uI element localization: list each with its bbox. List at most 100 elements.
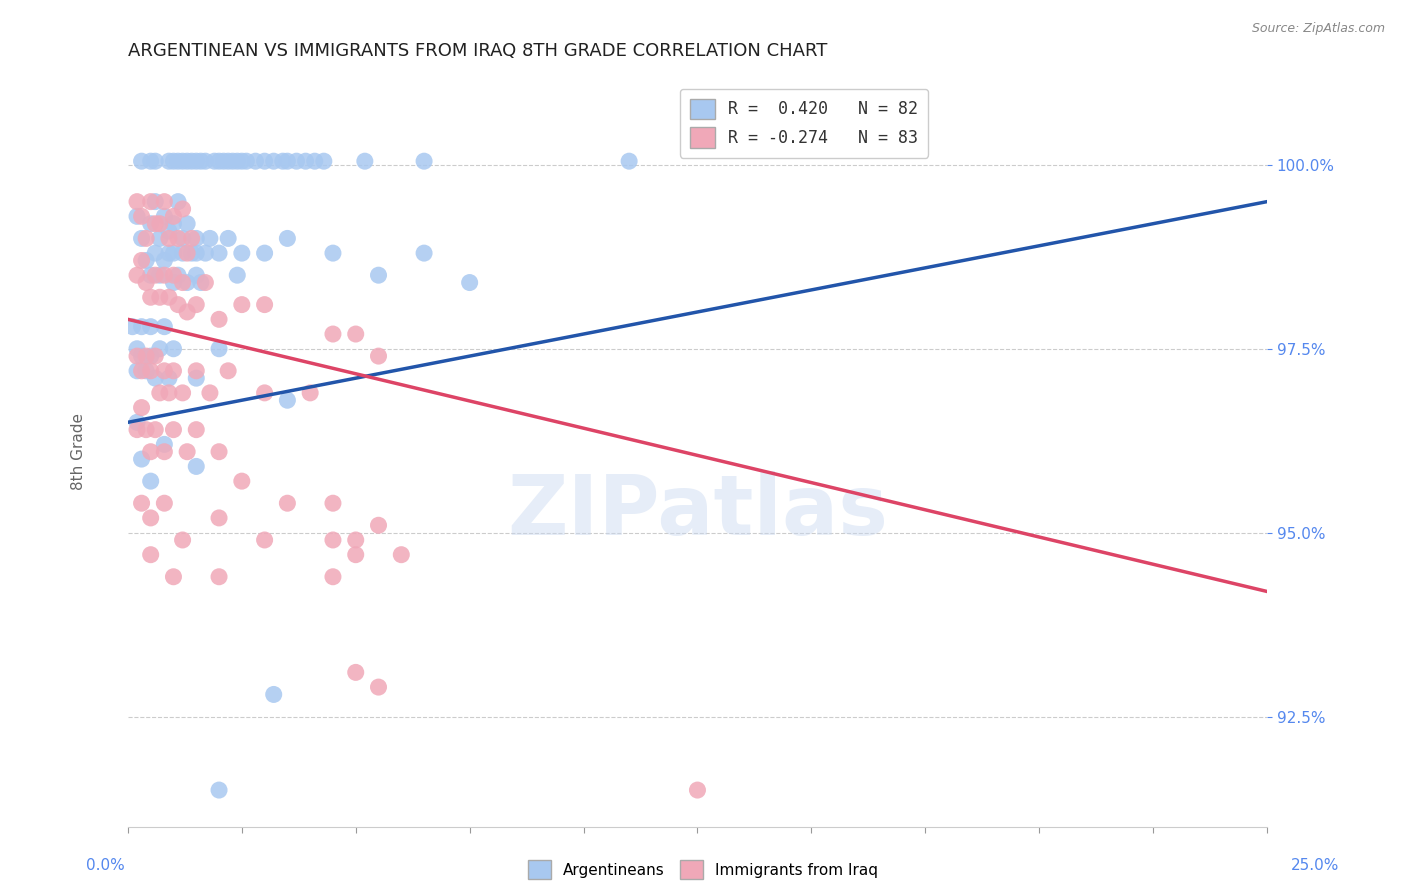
Point xyxy=(344,533,367,547)
Point xyxy=(186,246,208,260)
Point xyxy=(162,246,184,260)
Point xyxy=(186,423,208,437)
Point xyxy=(253,154,276,169)
Point xyxy=(276,393,298,408)
Point xyxy=(186,268,208,283)
Point xyxy=(139,349,162,363)
Point xyxy=(139,548,162,562)
Point xyxy=(131,452,153,467)
Y-axis label: 8th Grade: 8th Grade xyxy=(72,413,86,491)
Point xyxy=(367,349,389,363)
Point xyxy=(686,783,709,797)
Point xyxy=(162,210,184,224)
Point xyxy=(276,231,298,245)
Point xyxy=(153,437,176,451)
Point xyxy=(149,217,172,231)
Point xyxy=(176,444,198,458)
Point xyxy=(125,268,148,283)
Point xyxy=(186,364,208,378)
Point xyxy=(263,154,285,169)
Point xyxy=(167,154,190,169)
Point xyxy=(285,154,308,169)
Point xyxy=(162,154,184,169)
Text: 25.0%: 25.0% xyxy=(1291,858,1339,873)
Point xyxy=(153,253,176,268)
Point xyxy=(389,548,412,562)
Point xyxy=(204,154,226,169)
Point xyxy=(153,319,176,334)
Point xyxy=(190,276,212,290)
Point xyxy=(217,154,239,169)
Point xyxy=(143,217,166,231)
Point xyxy=(413,246,436,260)
Point xyxy=(180,154,202,169)
Point xyxy=(162,268,184,283)
Point xyxy=(344,326,367,341)
Point xyxy=(135,349,157,363)
Point xyxy=(139,364,162,378)
Point xyxy=(131,253,153,268)
Point xyxy=(135,253,157,268)
Point xyxy=(157,224,180,238)
Point xyxy=(143,371,166,385)
Point xyxy=(186,371,208,385)
Point xyxy=(231,474,253,488)
Text: ZIPatlas: ZIPatlas xyxy=(508,471,889,552)
Point xyxy=(153,194,176,209)
Point xyxy=(157,371,180,385)
Point xyxy=(222,154,245,169)
Point xyxy=(162,570,184,584)
Point xyxy=(143,423,166,437)
Point xyxy=(263,688,285,702)
Point xyxy=(153,210,176,224)
Point xyxy=(157,154,180,169)
Point xyxy=(139,511,162,525)
Point xyxy=(162,276,184,290)
Point xyxy=(153,268,176,283)
Point xyxy=(135,276,157,290)
Point xyxy=(139,290,162,304)
Point xyxy=(125,349,148,363)
Point xyxy=(131,496,153,510)
Point xyxy=(172,276,194,290)
Point xyxy=(186,231,208,245)
Point xyxy=(176,154,198,169)
Point xyxy=(458,276,481,290)
Point xyxy=(172,246,194,260)
Point xyxy=(125,423,148,437)
Legend: R =  0.420   N = 82, R = -0.274   N = 83: R = 0.420 N = 82, R = -0.274 N = 83 xyxy=(681,88,928,158)
Point xyxy=(226,154,249,169)
Point xyxy=(149,385,172,400)
Point xyxy=(344,665,367,680)
Point xyxy=(208,444,231,458)
Point xyxy=(167,194,190,209)
Point xyxy=(172,533,194,547)
Point xyxy=(231,297,253,311)
Point xyxy=(167,231,190,245)
Point xyxy=(139,217,162,231)
Point xyxy=(176,305,198,319)
Point xyxy=(180,231,202,245)
Point xyxy=(176,217,198,231)
Point xyxy=(139,194,162,209)
Point xyxy=(294,154,316,169)
Point xyxy=(212,154,235,169)
Point xyxy=(198,231,221,245)
Point xyxy=(176,276,198,290)
Point xyxy=(367,518,389,533)
Point xyxy=(226,268,249,283)
Point xyxy=(176,246,198,260)
Point xyxy=(208,154,231,169)
Point xyxy=(125,415,148,429)
Point xyxy=(162,364,184,378)
Point xyxy=(162,342,184,356)
Point xyxy=(186,297,208,311)
Point xyxy=(353,154,375,169)
Text: 0.0%: 0.0% xyxy=(86,858,125,873)
Point xyxy=(131,319,153,334)
Point xyxy=(162,217,184,231)
Point xyxy=(162,423,184,437)
Point xyxy=(208,246,231,260)
Point xyxy=(135,423,157,437)
Point xyxy=(125,342,148,356)
